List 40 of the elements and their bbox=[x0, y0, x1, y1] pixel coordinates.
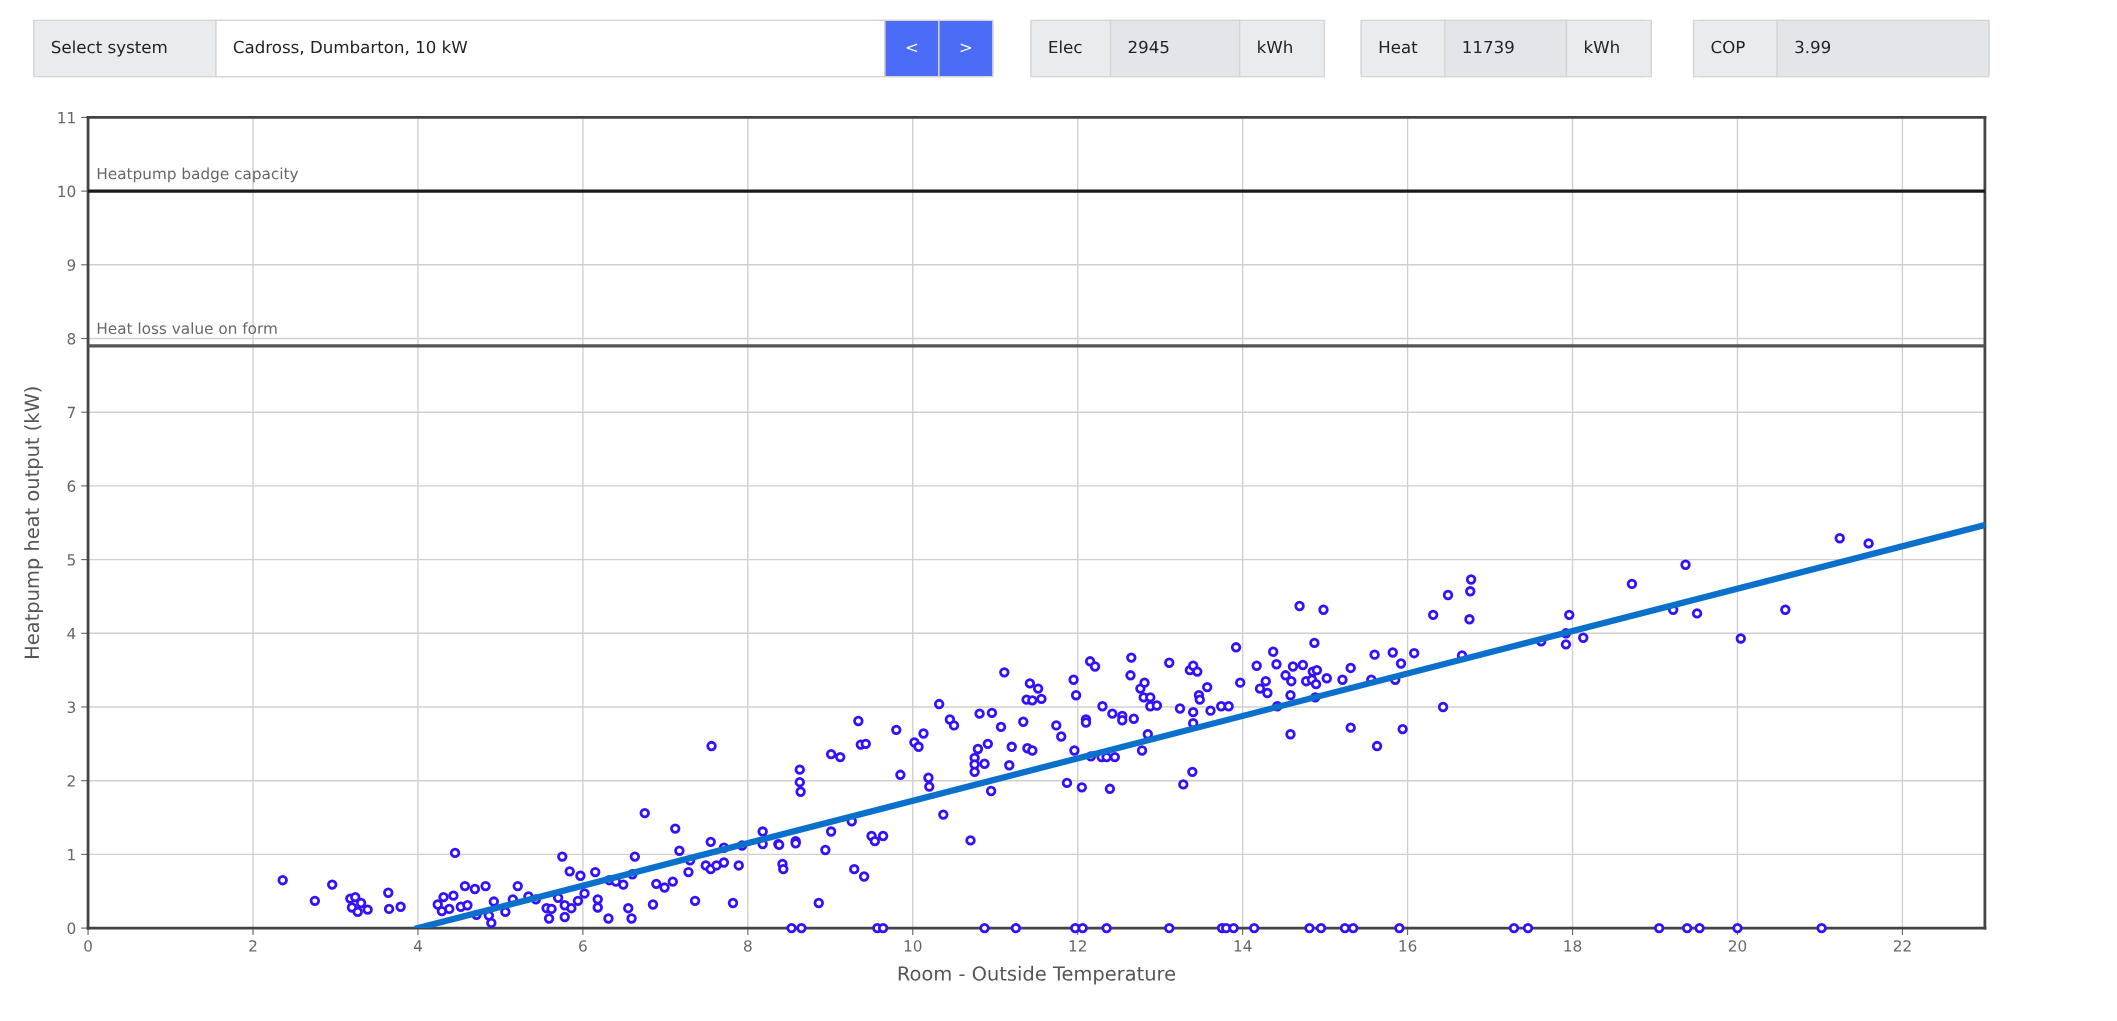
y-axis-title: Heatpump heat output (kW) bbox=[24, 387, 43, 658]
x-tick-label: 6 bbox=[579, 940, 587, 952]
text: Select system bbox=[51, 40, 167, 57]
x-tick-label: 2 bbox=[249, 940, 257, 952]
text: 2945 bbox=[1128, 40, 1169, 54]
x-tick-label: 4 bbox=[413, 940, 422, 952]
text: kWh bbox=[1585, 40, 1619, 54]
x-axis-title: Room - Outside Temperature bbox=[898, 965, 1176, 985]
text: kWh bbox=[1258, 40, 1292, 54]
x-tick-label: 10 bbox=[904, 940, 922, 952]
y-tick-label: 3 bbox=[67, 701, 76, 714]
text: < bbox=[906, 43, 918, 53]
text: Cadross, Dumbarton, 10 kW bbox=[233, 40, 468, 56]
ref-line-label: Heat loss value on form bbox=[97, 322, 277, 335]
text: Heat bbox=[1379, 40, 1418, 54]
text: COP bbox=[1711, 40, 1745, 54]
x-tick-label: 14 bbox=[1234, 940, 1252, 952]
y-tick-label: 4 bbox=[67, 627, 76, 640]
y-tick-label: 0 bbox=[67, 922, 76, 935]
text: 3.99 bbox=[1795, 40, 1831, 54]
y-tick-label: 11 bbox=[58, 112, 75, 124]
y-tick-label: 8 bbox=[67, 332, 76, 345]
x-tick-label: 8 bbox=[744, 940, 752, 952]
text: Elec bbox=[1049, 40, 1082, 54]
x-tick-label: 0 bbox=[84, 940, 92, 952]
y-tick-label: 7 bbox=[67, 406, 75, 419]
x-tick-label: 12 bbox=[1069, 940, 1086, 952]
y-tick-label: 10 bbox=[58, 185, 76, 198]
x-tick-label: 16 bbox=[1399, 940, 1417, 952]
y-tick-label: 9 bbox=[67, 259, 76, 271]
text: 11739 bbox=[1463, 40, 1514, 54]
y-tick-label: 1 bbox=[68, 849, 75, 861]
y-tick-label: 5 bbox=[67, 554, 75, 566]
y-tick-label: 2 bbox=[67, 775, 75, 787]
ref-line-label: Heatpump badge capacity bbox=[97, 167, 299, 183]
text: > bbox=[960, 43, 972, 53]
x-tick-label: 20 bbox=[1728, 940, 1747, 952]
x-tick-label: 18 bbox=[1564, 940, 1582, 952]
y-tick-label: 6 bbox=[67, 480, 76, 492]
x-tick-label: 22 bbox=[1893, 940, 1911, 952]
